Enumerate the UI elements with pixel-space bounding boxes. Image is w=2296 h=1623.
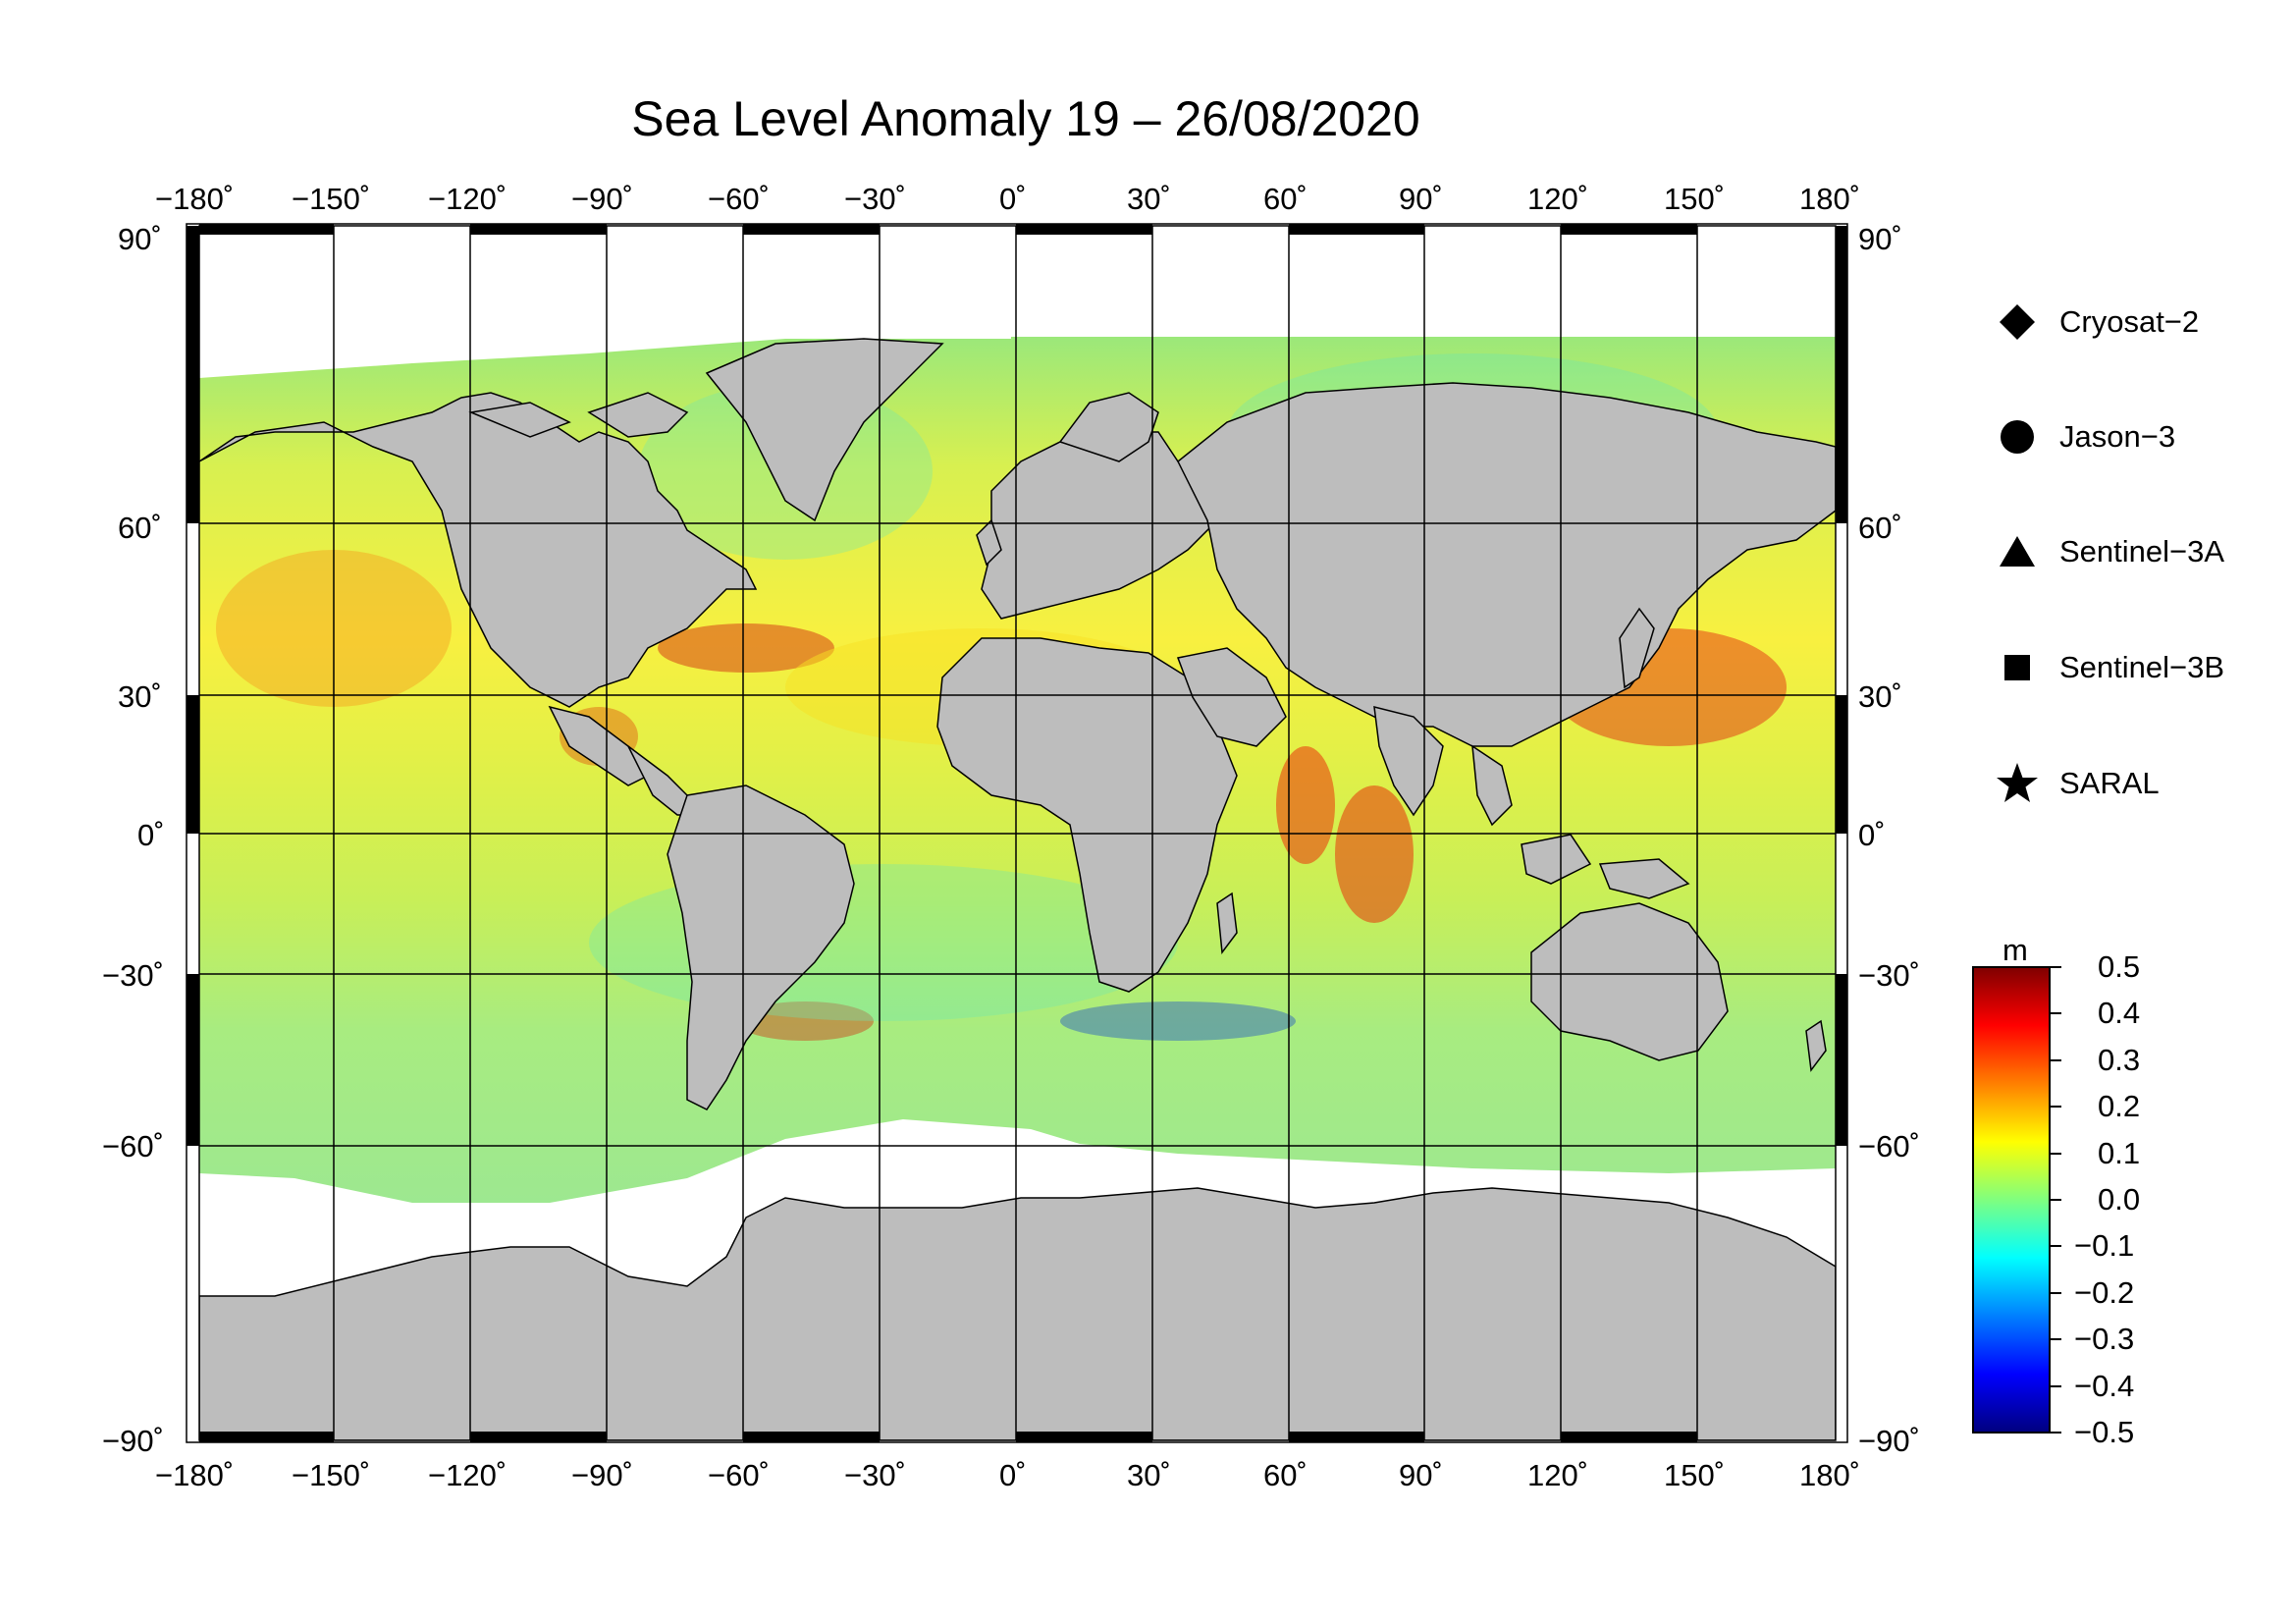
lat-tick-left: 0˚ [137,818,165,852]
lat-tick-left: 60˚ [118,511,162,545]
legend-label: SARAL [2059,766,2160,800]
legend-item-saral: SARAL [1993,754,2160,813]
graticule [199,226,1836,1440]
lat-tick-left: 30˚ [118,679,162,714]
colorbar-label: −0.5 [2074,1415,2135,1449]
lon-tick-top: 180˚ [1799,182,1861,216]
lon-tick-bottom: −120˚ [428,1458,507,1492]
colorbar-label: 0.5 [2098,949,2141,984]
lon-tick-bottom: −150˚ [292,1458,371,1492]
lon-tick-bottom: 120˚ [1527,1458,1589,1492]
lat-tick-left: −60˚ [102,1129,164,1163]
colorbar-label: −0.3 [2074,1322,2135,1356]
diamond-icon [2000,304,2035,340]
lat-tick-right: 30˚ [1858,679,1902,714]
legend-item-cryosat: Cryosat−2 [1993,293,2199,352]
lon-tick-top: −90˚ [571,182,633,216]
lon-tick-bottom: −30˚ [844,1458,906,1492]
colorbar-label: −0.1 [2074,1228,2135,1263]
lon-tick-top: 0˚ [999,182,1027,216]
legend-label: Jason−3 [2059,419,2176,454]
legend-item-sentinel3a: Sentinel−3A [1993,522,2224,581]
square-icon [2004,655,2030,680]
lon-tick-bottom: −90˚ [571,1458,633,1492]
legend-label: Cryosat−2 [2059,304,2200,339]
lat-tick-right: −30˚ [1858,958,1920,993]
lon-tick-bottom: 0˚ [999,1458,1027,1492]
lon-tick-top: −60˚ [708,182,770,216]
colorbar-label: 0.1 [2098,1136,2141,1170]
lon-tick-top: −30˚ [844,182,906,216]
triangle-icon [2000,536,2035,567]
colorbar-label: −0.2 [2074,1275,2135,1310]
lon-tick-top: −180˚ [155,182,235,216]
lat-tick-left: −30˚ [102,958,164,993]
colorbar-label: 0.0 [2098,1182,2141,1217]
colorbar-gradient [1972,966,2051,1434]
lat-tick-right: 90˚ [1858,222,1902,256]
lat-tick-right: 60˚ [1858,511,1902,545]
lon-tick-top: 30˚ [1127,182,1171,216]
lon-tick-top: 150˚ [1664,182,1726,216]
lon-tick-top: 120˚ [1527,182,1589,216]
lon-tick-top: 60˚ [1263,182,1308,216]
colorbar-label: 0.2 [2098,1089,2141,1123]
lat-tick-left: −90˚ [102,1424,164,1458]
lon-tick-bottom: 60˚ [1263,1458,1308,1492]
lon-tick-bottom: 180˚ [1799,1458,1861,1492]
lat-tick-right: 0˚ [1858,818,1886,852]
lat-tick-right: −60˚ [1858,1129,1920,1163]
colorbar-label: 0.4 [2098,996,2141,1030]
lat-tick-left: 90˚ [118,222,162,256]
lon-tick-bottom: 90˚ [1399,1458,1443,1492]
colorbar-label: −0.4 [2074,1369,2135,1403]
legend-label: Sentinel−3B [2059,650,2225,684]
lat-tick-right: −90˚ [1858,1424,1920,1458]
lon-tick-bottom: −180˚ [155,1458,235,1492]
lon-tick-top: −120˚ [428,182,507,216]
colorbar [1972,966,2061,1434]
lon-tick-bottom: 150˚ [1664,1458,1726,1492]
star-icon [1997,763,2038,802]
lon-tick-bottom: 30˚ [1127,1458,1171,1492]
lon-tick-top: −150˚ [292,182,371,216]
page-title: Sea Level Anomaly 19 – 26/08/2020 [631,91,1420,146]
map-frame [186,223,1848,1443]
colorbar-label: 0.3 [2098,1043,2141,1077]
legend-item-sentinel3b: Sentinel−3B [1993,638,2224,697]
legend-item-jason: Jason−3 [1993,407,2175,466]
lon-tick-top: 90˚ [1399,182,1443,216]
circle-icon [2001,420,2034,454]
lon-tick-bottom: −60˚ [708,1458,770,1492]
legend-label: Sentinel−3A [2059,534,2225,568]
colorbar-unit: m [2002,933,2028,967]
land [199,338,1836,1440]
